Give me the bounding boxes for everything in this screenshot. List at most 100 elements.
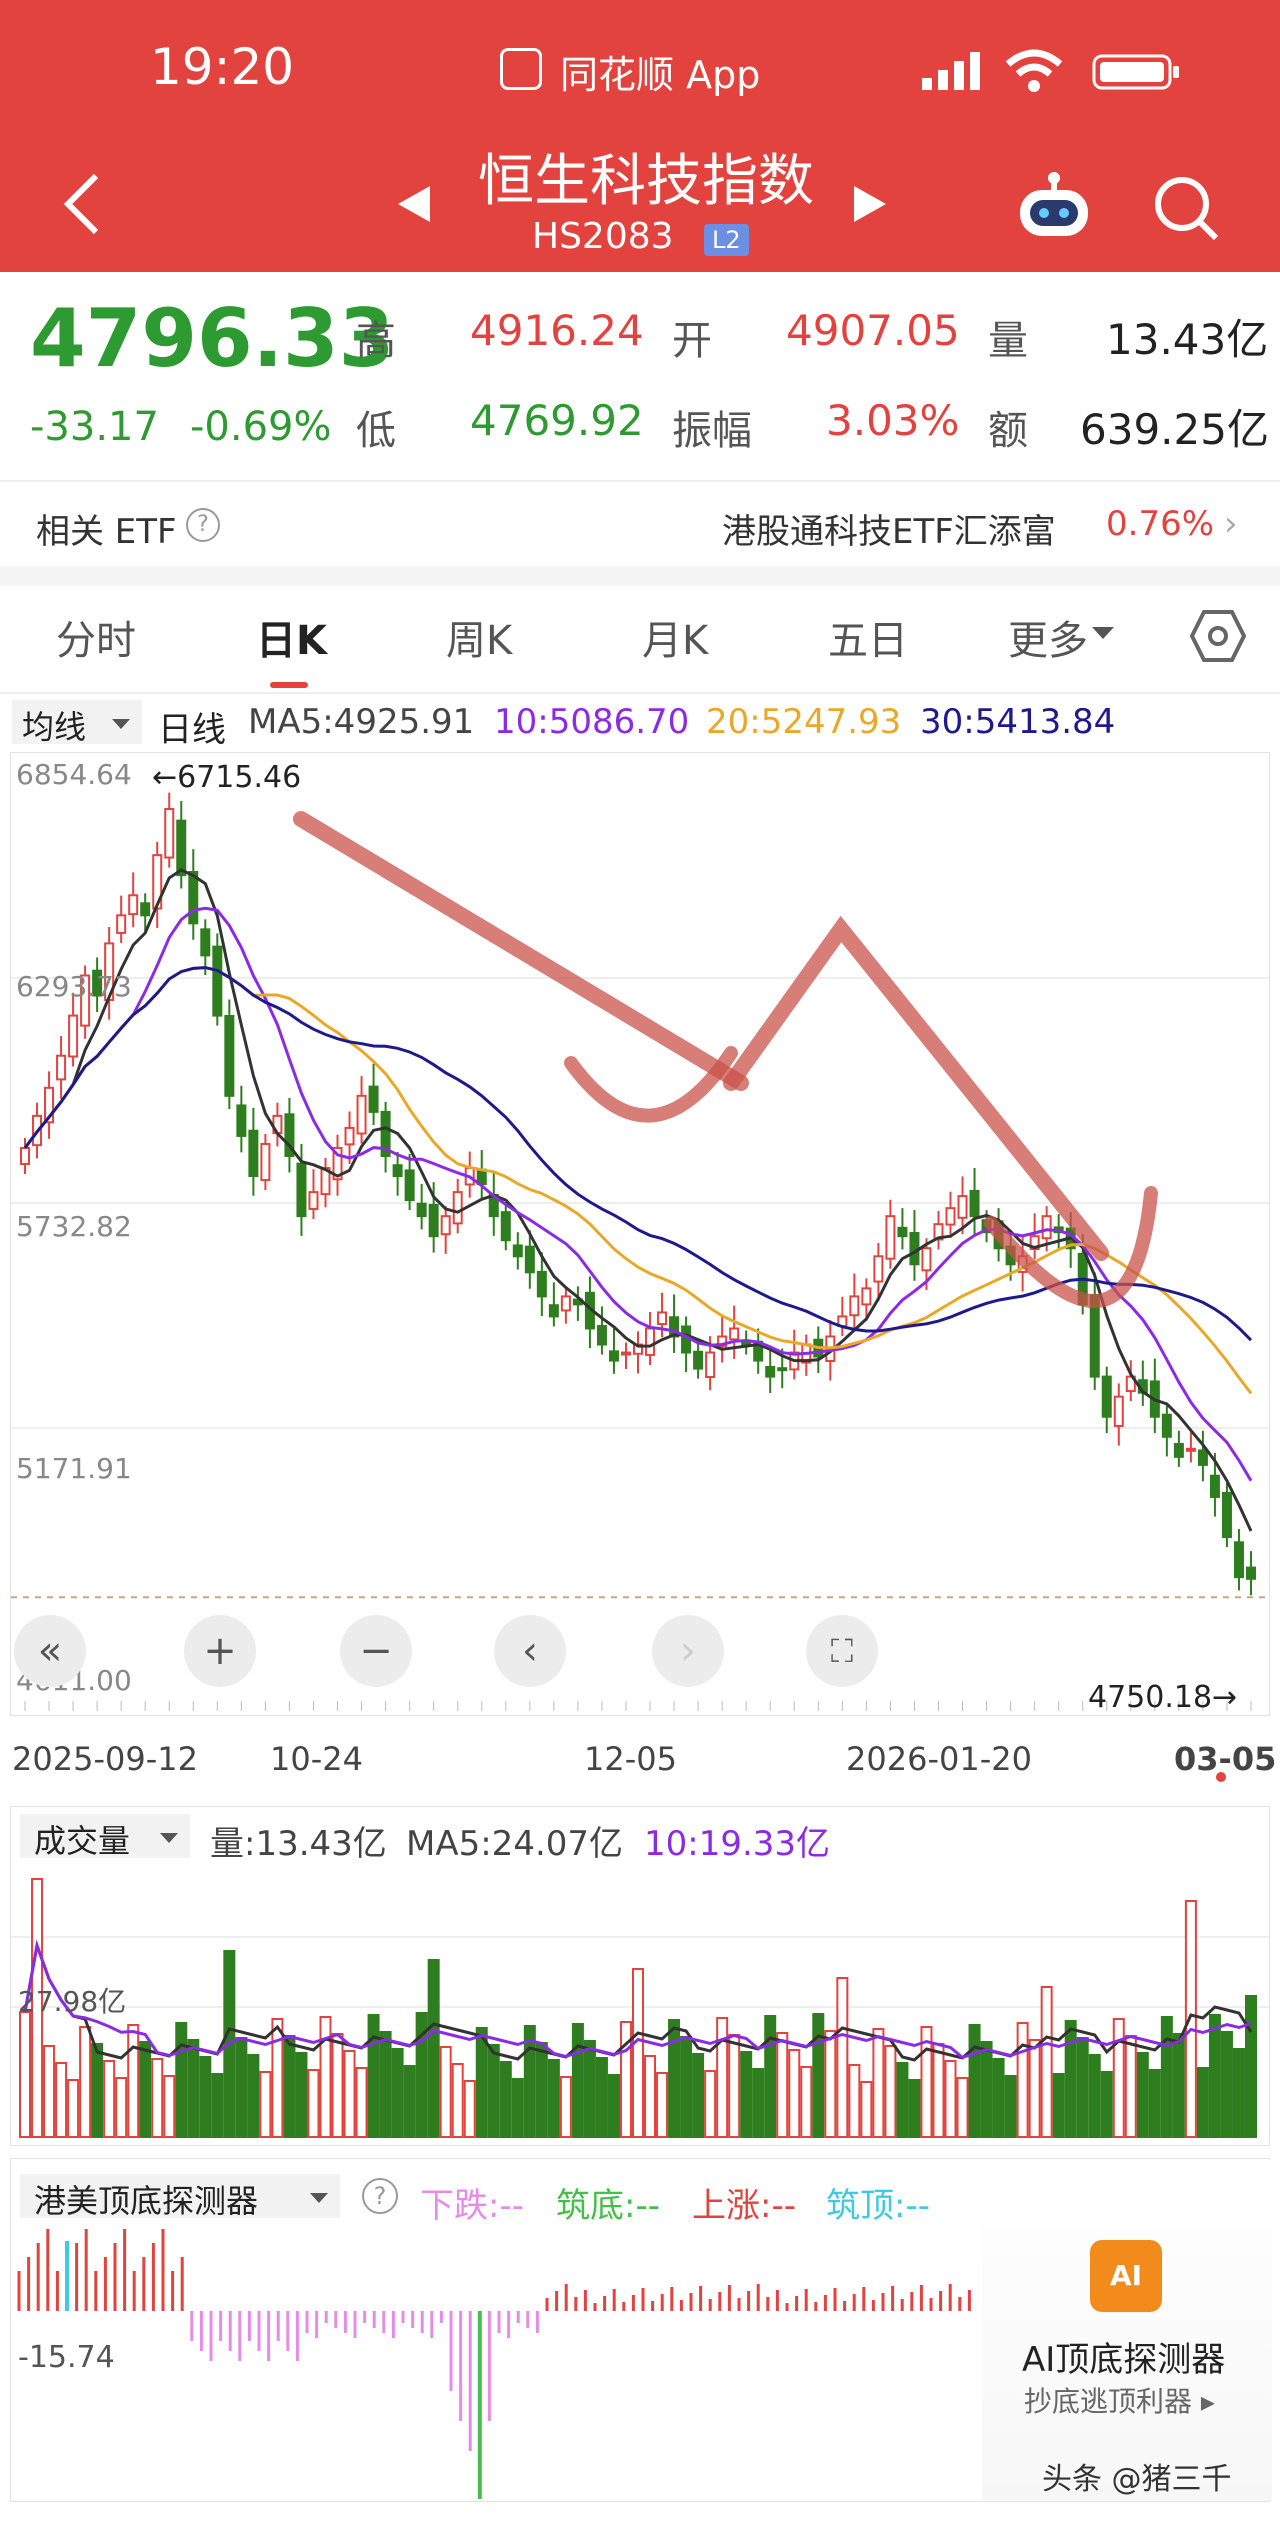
ma-selector-label: 均线 [22, 708, 87, 746]
dropdown-icon [310, 2190, 328, 2209]
tab-five-day[interactable]: 五日 [828, 618, 908, 664]
volume-bar [535, 2042, 548, 2138]
volume-bar [944, 2060, 957, 2138]
fullscreen-icon[interactable]: ⛶ [806, 1615, 878, 1687]
volume-bar [115, 2077, 128, 2138]
candle-body [957, 1195, 968, 1219]
tab-daily-k[interactable]: 日K [256, 618, 327, 664]
candle-body [717, 1335, 728, 1348]
back-icon[interactable] [60, 172, 104, 240]
volume-selector-label: 成交量 [34, 1822, 131, 1860]
high-label: 高 [356, 318, 396, 364]
volume-bar [836, 1977, 849, 2138]
candle-body [452, 1191, 463, 1225]
volume-bar [379, 2031, 392, 2138]
dropdown-icon [112, 716, 130, 735]
candle-body [945, 1207, 956, 1226]
candle-body [56, 1054, 67, 1081]
volume-bar [319, 2016, 332, 2138]
ai-promo-card[interactable]: AI AI顶底探测器 抄底逃顶利器 ▸ 头条 @猪三千 [982, 2160, 1272, 2500]
collapse-left-icon[interactable]: « [14, 1615, 86, 1687]
volume-bar [127, 2024, 140, 2138]
zoom-out-button[interactable]: − [340, 1615, 412, 1687]
volume-bar [1028, 2039, 1041, 2138]
chevron-right-icon: › [1224, 504, 1238, 544]
low-value: 4769.92 [470, 396, 644, 445]
robot-icon[interactable] [1014, 170, 1094, 244]
volume-chart[interactable] [10, 1806, 1270, 2146]
volume-bar [1100, 2071, 1113, 2138]
date-label-3: 12-05 [584, 1740, 677, 1778]
kline-svg [11, 792, 1269, 1711]
annotation-stroke [984, 1186, 1158, 1309]
candle-body [20, 1146, 31, 1166]
prev-index-icon[interactable] [396, 184, 432, 228]
candle-body [765, 1365, 776, 1378]
next-index-icon[interactable] [852, 184, 888, 228]
candle-body [777, 1367, 788, 1372]
volume-bar [451, 2063, 464, 2138]
settings-hexagon-icon[interactable] [1189, 608, 1247, 668]
volume-label: 量 [988, 318, 1028, 364]
volume-bar [511, 2078, 524, 2138]
ai-logo-icon: AI [1090, 2240, 1162, 2312]
divider [0, 692, 1280, 694]
volume-bar [740, 2051, 753, 2138]
volume-bar [776, 2032, 789, 2138]
candle-body [620, 1351, 631, 1356]
price-axis-mid2: 5732.82 [16, 1210, 132, 1243]
tab-weekly-k[interactable]: 周K [446, 618, 513, 664]
tab-monthly-k[interactable]: 月K [642, 618, 709, 664]
volume-bar [1064, 2020, 1077, 2138]
volume-selector[interactable]: 成交量 [20, 1814, 190, 1860]
annotation-stroke [293, 811, 749, 1091]
price-change-pct: -0.69% [190, 404, 332, 450]
index-code: HS2083 [532, 216, 674, 257]
volume-bar [980, 2041, 993, 2138]
volume-bar [1244, 1995, 1257, 2138]
volume-bar [163, 2075, 176, 2138]
annotation-stroke [723, 915, 1109, 1261]
detector-selector[interactable]: 港美顶底探测器 [20, 2174, 340, 2220]
volume-bar [812, 2013, 825, 2138]
volume-bar [968, 2024, 981, 2138]
help-icon[interactable]: ? [186, 508, 220, 542]
price-change: -33.17 [30, 404, 159, 450]
detector-up: 上涨:-- [692, 2186, 796, 2226]
dropdown-icon [1092, 626, 1114, 645]
candle-body [560, 1295, 571, 1312]
candle-body [200, 928, 211, 957]
scroll-left-button[interactable]: ‹ [494, 1615, 566, 1687]
search-icon[interactable] [1152, 174, 1222, 248]
price-axis-mid1: 6293.73 [16, 970, 132, 1003]
detector-down: 下跌:-- [420, 2186, 524, 2226]
scroll-right-button[interactable]: › [652, 1615, 724, 1687]
candle-body [416, 1202, 427, 1218]
tab-intraday[interactable]: 分时 [56, 618, 136, 664]
candle-body [512, 1244, 523, 1258]
volume-bar [199, 2056, 212, 2138]
zoom-in-button[interactable]: + [184, 1615, 256, 1687]
ma-selector[interactable]: 均线 [12, 700, 142, 746]
candle-body [885, 1215, 896, 1260]
detector-chart[interactable] [10, 2158, 1270, 2502]
volume-bar [499, 2061, 512, 2138]
ma20-line [23, 966, 1253, 1395]
help-icon[interactable]: ? [362, 2178, 398, 2214]
max-price-marker: ←6715.46 [152, 760, 302, 795]
wifi-icon [1004, 48, 1064, 96]
volume-bar [680, 2036, 693, 2138]
candle-body [284, 1113, 295, 1157]
volume-bar [439, 2046, 452, 2138]
tab-more[interactable]: 更多 [1008, 618, 1088, 664]
candle-body [1185, 1447, 1196, 1452]
candle-body [657, 1311, 668, 1326]
volume-bar [788, 2049, 801, 2138]
candle-body [729, 1327, 740, 1341]
volume-bar [367, 2014, 380, 2138]
detector-top: 筑顶:-- [826, 2186, 930, 2226]
date-label-4: 2026-01-20 [846, 1740, 1032, 1778]
candle-body [861, 1287, 872, 1306]
kline-chart[interactable] [10, 752, 1270, 1716]
etf-row[interactable]: 相关 ETF ? 港股通科技ETF汇添富 0.76% › [0, 484, 1280, 564]
